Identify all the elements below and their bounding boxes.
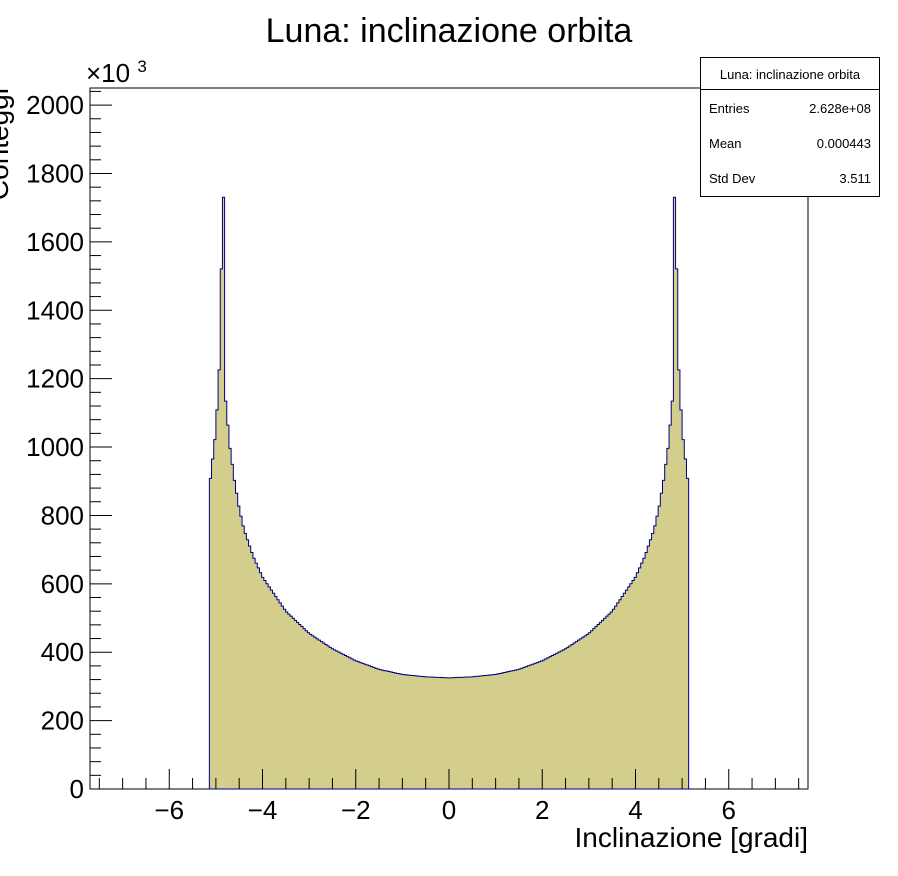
stats-label: Entries bbox=[709, 101, 750, 116]
y-tick-label: 800 bbox=[41, 500, 84, 530]
x-tick-label: −6 bbox=[154, 795, 184, 825]
chart-title: Luna: inclinazione orbita bbox=[266, 12, 633, 50]
stats-value: 0.000443 bbox=[816, 136, 871, 151]
histogram-bars bbox=[208, 196, 690, 790]
histogram-area bbox=[208, 196, 690, 790]
stats-row-stddev: Std Dev 3.511 bbox=[701, 160, 879, 195]
y-tick-label: 2000 bbox=[26, 90, 84, 120]
x-axis-label: Inclinazione [gradi] bbox=[575, 822, 808, 853]
y-tick-label: 0 bbox=[70, 774, 84, 804]
x-axis: −6 −4 −2 0 2 4 6 bbox=[98, 769, 800, 825]
stats-row-entries: Entries 2.628e+08 bbox=[701, 90, 879, 125]
y-tick-label: 1600 bbox=[26, 227, 84, 257]
y-multiplier-base: ×10 bbox=[86, 58, 130, 88]
x-tick-label: 6 bbox=[722, 795, 736, 825]
x-tick-label: 0 bbox=[442, 795, 456, 825]
x-tick-label: 4 bbox=[628, 795, 642, 825]
stats-label: Std Dev bbox=[709, 171, 756, 186]
y-tick-label: 1200 bbox=[26, 364, 84, 394]
stats-label: Mean bbox=[709, 136, 742, 151]
y-multiplier-exponent: 3 bbox=[137, 57, 146, 76]
y-tick-label: 600 bbox=[41, 569, 84, 599]
stats-row-mean: Mean 0.000443 bbox=[701, 125, 879, 160]
y-tick-label: 400 bbox=[41, 637, 84, 667]
y-axis: 0 200 400 600 800 1000 1200 1400 1600 1800 2000 bbox=[26, 90, 112, 804]
stats-box: Luna: inclinazione orbita Entries 2.628e… bbox=[700, 57, 880, 197]
stats-title: Luna: inclinazione orbita bbox=[701, 58, 879, 90]
x-tick-label: −2 bbox=[341, 795, 371, 825]
stats-value: 3.511 bbox=[839, 171, 871, 186]
x-tick-label: 2 bbox=[535, 795, 549, 825]
y-tick-label: 1000 bbox=[26, 432, 84, 462]
y-tick-label: 1400 bbox=[26, 295, 84, 325]
x-tick-label: −4 bbox=[248, 795, 278, 825]
y-axis-label: Conteggi bbox=[0, 88, 14, 200]
stats-value: 2.628e+08 bbox=[809, 101, 871, 116]
y-tick-label: 200 bbox=[41, 706, 84, 736]
y-tick-label: 1800 bbox=[26, 158, 84, 188]
y-multiplier-label: ×10 3 bbox=[86, 57, 147, 88]
